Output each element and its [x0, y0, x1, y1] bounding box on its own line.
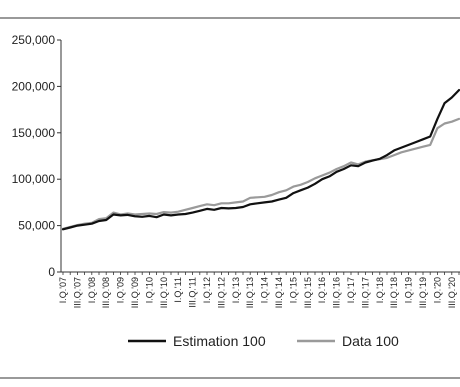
x-tick-label: III.Q.'08 [101, 277, 111, 308]
y-tick-label: 150,000 [12, 126, 56, 140]
legend: Estimation 100 Data 100 [128, 333, 399, 349]
series-lines [61, 88, 460, 231]
y-tick-label: 0 [48, 265, 55, 279]
x-tick-label: III.Q.'07 [72, 277, 82, 308]
legend-label-data-100: Data 100 [342, 333, 399, 349]
series-line-estimation-100 [61, 88, 460, 231]
y-tick-label: 250,000 [12, 33, 56, 47]
x-tick-label: III.Q.'10 [159, 277, 169, 308]
x-tick-label: III.Q.'12 [216, 277, 226, 308]
x-tick-label: III.Q.'14 [274, 277, 284, 308]
y-tick-label: 100,000 [12, 172, 56, 186]
x-tick-label: I.Q.'08 [87, 277, 97, 303]
x-tick-label: I.Q.'07 [58, 277, 68, 303]
x-tick-label: I.Q.'17 [346, 277, 356, 303]
x-tick-label: III.Q.'11 [188, 277, 198, 308]
x-tick-label: III.Q.'20 [447, 277, 457, 308]
x-tick-label: III.Q.'15 [303, 277, 313, 308]
x-tick-label: I.Q.'16 [317, 277, 327, 303]
x-tick-label: III.Q.'18 [389, 277, 399, 308]
x-tick-label: III.Q.'16 [332, 277, 342, 308]
x-tick-label: I.Q.'09 [116, 277, 126, 303]
y-tick-label: 50,000 [18, 219, 55, 233]
x-tick-label: III.Q.'19 [418, 277, 428, 308]
x-tick-label: I.Q.'12 [202, 277, 212, 303]
x-tick-label: I.Q.'15 [288, 277, 298, 303]
x-tick-label: I.Q.'18 [375, 277, 385, 303]
x-tick-label: I.Q.'19 [404, 277, 414, 303]
x-tick-label: I.Q.'14 [260, 277, 270, 303]
series-line-data-100 [61, 117, 460, 230]
y-tick-label: 200,000 [12, 79, 56, 93]
x-tick-label: III.Q.'17 [360, 277, 370, 308]
x-tick-label: I.Q.'13 [231, 277, 241, 303]
legend-label-estimation-100: Estimation 100 [173, 333, 266, 349]
x-tick-label: III.Q.'09 [130, 277, 140, 308]
x-tick-label: I.Q.'10 [144, 277, 154, 303]
x-tick-label: I.Q.'11 [173, 277, 183, 303]
x-tick-label: I.Q.'20 [432, 277, 442, 303]
x-tick-label: III.Q.'13 [245, 277, 255, 308]
axes: 0 50,000 100,000 150,000 200,000 250,000 I.Q.'… [12, 33, 460, 308]
